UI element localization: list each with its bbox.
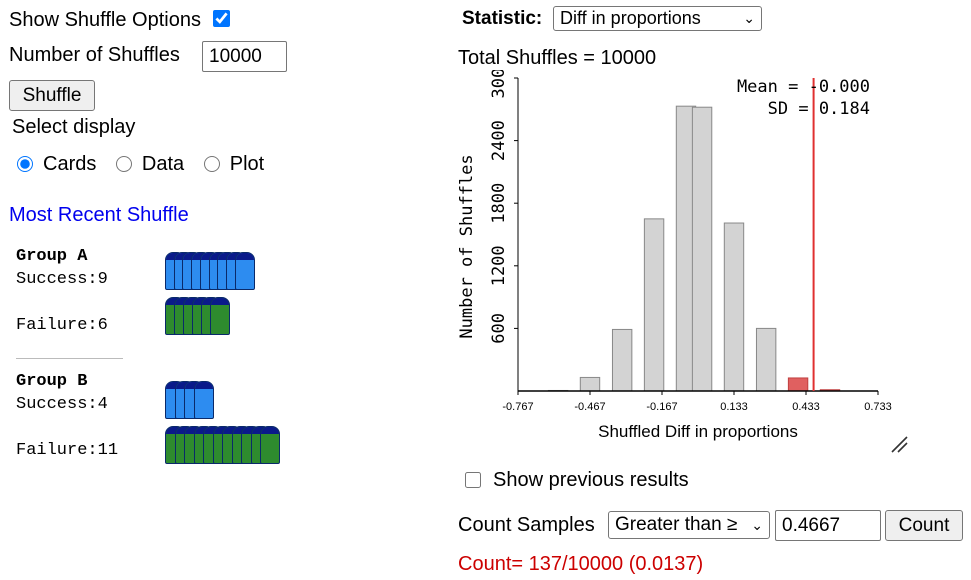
group-b-success-cards xyxy=(165,381,265,421)
histogram-bar xyxy=(643,218,665,392)
group-a-success-cards xyxy=(165,252,265,292)
count-threshold-input[interactable] xyxy=(775,510,881,541)
x-tick-label: 0.133 xyxy=(720,401,748,413)
count-button[interactable]: Count xyxy=(885,510,963,541)
histogram-bar xyxy=(691,106,713,392)
select-display-label: Select display xyxy=(12,116,136,138)
statistic-select[interactable]: Diff in proportions ⌄ xyxy=(553,6,762,31)
shuffle-distribution-chart: -0.767 -0.467 -0.167 0.133 0.433 0.733 600 1200… xyxy=(457,70,908,453)
histogram-bar xyxy=(787,377,809,392)
group-a-failure-cards xyxy=(165,297,265,337)
show-previous-results-checkbox[interactable] xyxy=(465,472,481,488)
count-result-text: Count= 137/10000 (0.0137) xyxy=(458,553,704,575)
number-of-shuffles-label: Number of Shuffles xyxy=(9,44,180,66)
x-tick-label: 0.433 xyxy=(792,401,820,413)
histogram-bar xyxy=(579,376,601,392)
mean-annotation: Mean = -0.000 xyxy=(737,77,870,97)
y-tick-label: 2400 xyxy=(489,120,509,161)
show-shuffle-options-label: Show Shuffle Options xyxy=(9,9,201,31)
count-direction-value: Greater than ≥ xyxy=(615,514,738,535)
data-radio[interactable] xyxy=(115,156,132,172)
y-tick-label: 1800 xyxy=(489,183,509,224)
sd-annotation: SD = 0.184 xyxy=(768,99,870,119)
show-previous-results-row[interactable]: Show previous results xyxy=(465,468,689,492)
group-b-failure-cards xyxy=(165,426,285,466)
histogram-bar xyxy=(611,328,633,392)
most-recent-shuffle-title: Most Recent Shuffle xyxy=(9,204,189,226)
display-option-plot[interactable]: Plot xyxy=(203,152,264,176)
count-samples-label: Count Samples xyxy=(458,514,595,536)
group-a-success: Success:9 xyxy=(16,270,108,289)
show-previous-results-label: Show previous results xyxy=(493,469,689,491)
y-axis-label: Number of Shuffles xyxy=(457,154,477,338)
statistic-select-value: Diff in proportions xyxy=(560,8,701,28)
group-b-failure: Failure:11 xyxy=(16,441,119,460)
display-option-cards[interactable]: Cards xyxy=(17,152,96,176)
group-b-success: Success:4 xyxy=(16,395,108,414)
group-a-failure: Failure:6 xyxy=(16,316,108,335)
person-card-icon xyxy=(260,426,280,464)
number-of-shuffles-input[interactable] xyxy=(202,41,287,72)
group-b-heading: Group B xyxy=(16,372,88,391)
person-card-icon xyxy=(210,297,230,335)
group-a-heading: Group A xyxy=(16,247,88,266)
show-shuffle-options-row: Show Shuffle Options xyxy=(9,8,230,32)
person-card-icon xyxy=(234,252,255,290)
display-option-data[interactable]: Data xyxy=(115,152,184,176)
shuffle-button[interactable]: Shuffle xyxy=(9,80,95,111)
x-tick-label: 0.733 xyxy=(864,401,892,413)
plot-radio[interactable] xyxy=(203,156,220,172)
cards-radio[interactable] xyxy=(17,156,33,172)
show-shuffle-options-checkbox[interactable] xyxy=(212,10,230,27)
y-tick-label: 600 xyxy=(489,313,509,344)
group-divider xyxy=(16,358,123,359)
x-tick-label: -0.767 xyxy=(502,401,533,413)
resize-handle-icon xyxy=(891,436,908,453)
x-tick-label: -0.467 xyxy=(574,401,605,413)
person-card-icon xyxy=(193,381,214,419)
x-axis-label: Shuffled Diff in proportions xyxy=(598,422,798,441)
display-radio-group: Cards Data Plot xyxy=(17,152,278,178)
total-shuffles-text: Total Shuffles = 10000 xyxy=(458,47,657,69)
chevron-down-icon: ⌄ xyxy=(751,516,763,533)
histogram-bar xyxy=(755,327,777,392)
statistic-label: Statistic: xyxy=(462,8,543,29)
chevron-down-icon: ⌄ xyxy=(743,10,755,26)
x-tick-label: -0.167 xyxy=(646,401,677,413)
count-direction-select[interactable]: Greater than ≥ ⌄ xyxy=(608,511,770,539)
y-tick-label: 3000 xyxy=(489,70,509,98)
histogram-bar xyxy=(723,222,745,392)
y-tick-label: 1200 xyxy=(489,245,509,286)
